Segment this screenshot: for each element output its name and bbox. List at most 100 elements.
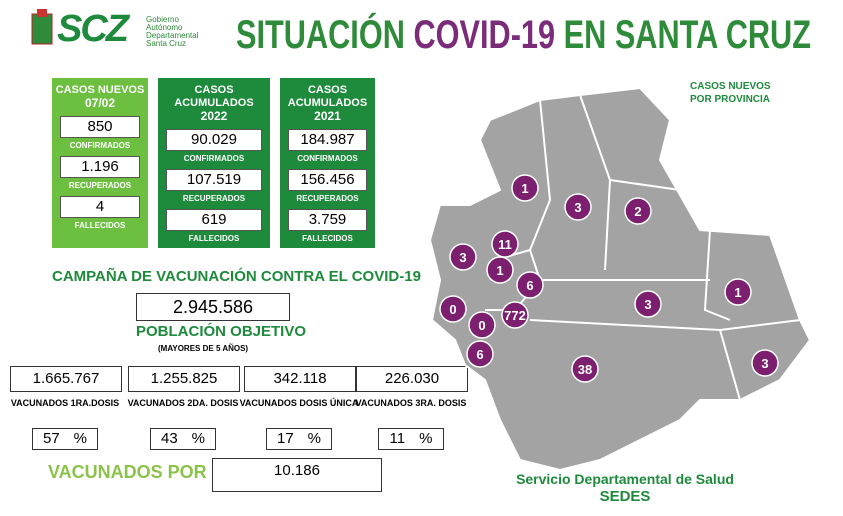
- province-marker: [449, 243, 477, 271]
- dose-percent-box: 57%: [32, 428, 98, 450]
- province-marker: [511, 174, 539, 202]
- daily-label: VACUNADOS POR DÍA: [48, 462, 243, 482]
- case-label: RECUPERADOS: [68, 181, 132, 190]
- dose-percent-box: 11%: [378, 428, 444, 450]
- case-value: 850: [60, 116, 140, 138]
- province-marker: [439, 295, 467, 323]
- footer-line: SEDES: [599, 488, 651, 505]
- province-marker: [724, 278, 752, 306]
- dose-value: 1.255.825: [128, 366, 240, 392]
- case-label: CONFIRMADOS: [297, 154, 358, 163]
- province-marker: [624, 197, 652, 225]
- dose-label: VACUNADOS 1RA.DOSIS: [10, 398, 120, 408]
- province-cases: 11: [498, 237, 512, 252]
- case-box-title-line: 2022: [200, 109, 228, 123]
- dose-label: VACUNADOS 3RA. DOSIS: [355, 398, 467, 408]
- title-part: SITUACIÓN: [236, 11, 405, 57]
- case-box-title: CASOS NUEVOS 07/02: [52, 84, 148, 110]
- map-title-line: CASOS NUEVOS: [690, 81, 771, 92]
- case-label: FALLECIDOS: [74, 221, 126, 230]
- case-label: FALLECIDOS: [188, 234, 240, 243]
- case-label: RECUPERADOS: [182, 194, 246, 203]
- province-marker: [751, 349, 779, 377]
- province-cases: 3: [761, 356, 768, 371]
- case-box: CASOS ACUMULADOS 2021 184.987 CONFIRMADOS 15…: [280, 78, 375, 248]
- case-value: 184.987: [288, 129, 367, 151]
- province-cases: 0: [478, 318, 485, 333]
- province-marker: [516, 271, 544, 299]
- dose-label: VACUNADOS 2DA. DOSIS: [127, 398, 239, 408]
- case-value: 4: [60, 196, 140, 218]
- dose-percent: 43: [160, 430, 178, 447]
- footer-line: Servicio Departamental de Salud: [516, 471, 734, 487]
- province-marker: [564, 193, 592, 221]
- province-marker: [466, 340, 494, 368]
- dose-percent: 57: [42, 430, 60, 447]
- province-cases: 2: [634, 204, 641, 219]
- case-value: 1.196: [60, 156, 140, 178]
- map-title-line: POR PROVINCIA: [690, 94, 771, 105]
- case-box-title: CASOS ACUMULADOS 2022: [158, 84, 270, 123]
- org-line: Gobierno: [146, 15, 179, 24]
- dose-value: 1.665.767: [10, 366, 122, 392]
- dose-percent-box: 17%: [266, 428, 332, 450]
- map-title: CASOS NUEVOS POR PROVINCIA: [690, 80, 771, 106]
- org: Gobierno Autónomo Departamental Santa Cruz: [146, 16, 198, 48]
- province-cases: 3: [574, 200, 581, 215]
- target-value: 2.945.586: [136, 293, 290, 321]
- case-label: FALLECIDOS: [302, 234, 353, 243]
- vaccination-title: CAMPAÑA DE VACUNACIÓN CONTRA EL COVID-19: [52, 268, 421, 285]
- dose-percent: 11: [389, 430, 406, 447]
- province-marker: [634, 290, 662, 318]
- case-box-title-line: CASOS NUEVOS: [55, 84, 145, 96]
- dose-label: VACUNADOS DOSIS ÚNICA: [239, 398, 359, 408]
- province-marker: [491, 230, 519, 258]
- case-label: RECUPERADOS: [296, 194, 359, 203]
- target-note: (MAYORES DE 5 AÑOS): [158, 344, 249, 353]
- case-value: 3.759: [288, 209, 367, 231]
- footer: Servicio Departamental de Salud SEDES: [500, 470, 750, 506]
- province-cases: 38: [578, 362, 592, 377]
- logo-emblem: [31, 9, 53, 45]
- dose-value: 342.118: [244, 366, 356, 392]
- case-box-title-line: 07/02: [84, 96, 116, 110]
- province-cases: 3: [459, 250, 466, 265]
- province-marker: [486, 256, 514, 284]
- case-label: CONFIRMADOS: [183, 154, 245, 163]
- province-marker: [571, 355, 599, 383]
- province-cases: 6: [526, 278, 533, 293]
- title: SITUACIÓN COVID-19 EN SANTA CRUZ: [236, 11, 811, 57]
- case-box-title-line: CASOS ACUMULADOS: [287, 84, 368, 109]
- daily-value: 10.186: [212, 458, 382, 492]
- province-marker: [501, 301, 529, 329]
- case-label: CONFIRMADOS: [69, 141, 131, 150]
- case-box-title-line: 2021: [314, 109, 341, 123]
- dose-percent: 17: [276, 430, 294, 447]
- case-value: 156.456: [288, 169, 367, 191]
- province-cases: 3: [644, 297, 651, 312]
- percent-sign: %: [419, 430, 433, 447]
- province-cases: 772: [504, 308, 526, 323]
- org-line: Santa Cruz: [146, 39, 187, 48]
- dose-percent-box: 43%: [150, 428, 216, 450]
- province-cases: 1: [496, 263, 503, 278]
- case-box: CASOS NUEVOS 07/02 850 CONFIRMADOS 1.196 RECU…: [52, 78, 148, 248]
- province-cases: 6: [476, 347, 483, 362]
- case-value: 107.519: [166, 169, 262, 191]
- logo: SCZ: [57, 8, 129, 50]
- province-marker: [468, 311, 496, 339]
- title-part: COVID-19: [413, 13, 555, 57]
- percent-sign: %: [191, 430, 206, 447]
- province-cases: 1: [734, 285, 741, 300]
- title-text: SITUACIÓN COVID-19 EN SANTA CRUZ: [236, 11, 811, 57]
- map-borders: [485, 94, 801, 401]
- case-box-title-line: CASOS ACUMULADOS: [174, 84, 254, 109]
- org-line: Departamental: [146, 31, 199, 40]
- province-cases: 0: [449, 302, 456, 317]
- dose-value: 226.030: [356, 366, 468, 392]
- target-label: POBLACIÓN OBJETIVO: [136, 323, 307, 340]
- percent-sign: %: [307, 430, 322, 447]
- province-cases: 1: [521, 181, 528, 196]
